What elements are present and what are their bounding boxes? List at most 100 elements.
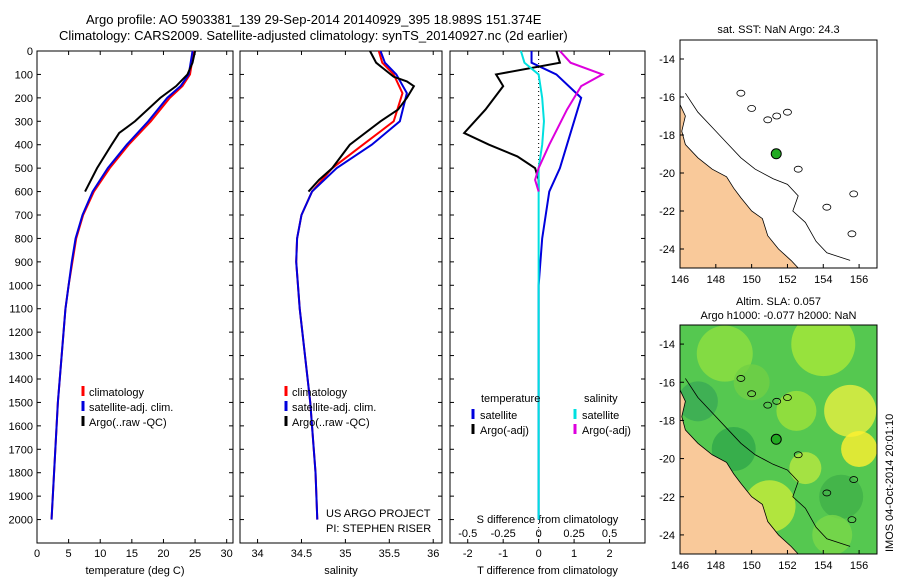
sla-map-ytick-label: -24 bbox=[659, 530, 675, 542]
sst-map-ytick-label: -22 bbox=[659, 206, 675, 218]
depth-tick-label: 1400 bbox=[9, 374, 33, 386]
sla-anomaly-cell bbox=[696, 325, 753, 382]
sla-map-xtick-label: 150 bbox=[742, 560, 760, 572]
reef-outline bbox=[793, 165, 803, 173]
depth-tick-label: 1100 bbox=[9, 304, 33, 316]
sst-map-content bbox=[680, 40, 877, 268]
depth-tick-label: 600 bbox=[15, 187, 33, 199]
sst-map-xtick-label: 152 bbox=[778, 274, 796, 286]
difference-xtick-label: 2 bbox=[606, 548, 612, 560]
sst-map-group: 146 148 150 152 154 156 -14 -16 -18 -20 -22 -24 sat.… bbox=[659, 24, 878, 286]
reef-outline bbox=[736, 375, 746, 382]
sst-map-ytick-label: -16 bbox=[659, 92, 675, 104]
sst-map-xtick-label: 150 bbox=[742, 274, 760, 286]
depth-tick-label: 200 bbox=[15, 93, 33, 105]
salinity-legend-label: satellite bbox=[582, 410, 619, 422]
reef-outline bbox=[747, 390, 757, 398]
figure-title-line-2: Climatology: CARS2009. Satellite-adjuste… bbox=[59, 28, 568, 43]
temperature-legend-label: satellite-adj. clim. bbox=[89, 402, 173, 414]
sla-map-frame bbox=[679, 324, 878, 555]
land-mass bbox=[680, 104, 799, 268]
reef-outline bbox=[849, 476, 859, 483]
sla-anomaly-cell bbox=[824, 384, 877, 437]
depth-tick-label: 1900 bbox=[9, 491, 33, 503]
temperature-xtick-label: 15 bbox=[126, 548, 138, 560]
salinity-xtick-label: 36 bbox=[427, 548, 439, 560]
sla-map-xtick-label: 154 bbox=[814, 560, 832, 572]
difference-xtick-label: -2 bbox=[463, 548, 473, 560]
salinity-legend-label: Argo(..raw -QC) bbox=[292, 417, 370, 429]
reef-outline bbox=[763, 116, 773, 124]
salinity-legend-label: satellite-adj. clim. bbox=[292, 402, 376, 414]
salinity-series-line bbox=[295, 50, 408, 520]
sst-map-ytick-label: -18 bbox=[659, 130, 675, 142]
sla-map-content bbox=[680, 325, 877, 554]
s-diff-tick-label: 0.5 bbox=[602, 528, 617, 540]
sst-map-xtick-label: 154 bbox=[814, 274, 832, 286]
reef-outline bbox=[822, 203, 832, 211]
depth-tick-label: 1600 bbox=[9, 421, 33, 433]
reef-outline bbox=[763, 401, 773, 409]
difference-series-line bbox=[462, 50, 562, 192]
reef-outline bbox=[736, 89, 746, 97]
reef-outline bbox=[783, 108, 792, 116]
salinity-xtick-label: 35.5 bbox=[379, 548, 400, 560]
reef-outline bbox=[847, 230, 857, 238]
reef-outline bbox=[847, 516, 857, 524]
temperature-legend-title: temperature bbox=[481, 393, 540, 405]
temperature-xtick-label: 25 bbox=[189, 548, 201, 560]
temperature-xtick-label: 0 bbox=[34, 548, 40, 560]
sla-map-xtick-label: 152 bbox=[778, 560, 796, 572]
difference-series-line bbox=[519, 50, 545, 520]
difference-panel-frame bbox=[449, 50, 646, 544]
sla-anomaly-cell bbox=[680, 381, 718, 422]
difference-xlabel: T difference from climatology bbox=[477, 565, 618, 577]
sla-anomaly-cell bbox=[841, 431, 877, 468]
depth-tick-label: 1700 bbox=[9, 444, 33, 456]
land-mass bbox=[680, 389, 799, 554]
sla-map-ytick-label: -22 bbox=[659, 492, 675, 504]
sla-map-xtick-label: 146 bbox=[671, 560, 689, 572]
salinity-xtick-label: 34 bbox=[251, 548, 263, 560]
argo-position-marker bbox=[770, 148, 782, 160]
sla-anomaly-cell bbox=[812, 514, 853, 554]
sla-map-ytick-label: -16 bbox=[659, 377, 675, 389]
project-credit-line: PI: STEPHEN RISER bbox=[326, 523, 431, 535]
difference-xtick-label: 1 bbox=[571, 548, 577, 560]
salinity-xtick-label: 35 bbox=[339, 548, 351, 560]
temperature-legend-label: climatology bbox=[89, 387, 145, 399]
reef-outline bbox=[849, 190, 859, 198]
sla-map-subtitle: Argo h1000: -0.077 h2000: NaN bbox=[701, 310, 857, 322]
sla-anomaly-cell bbox=[819, 474, 864, 519]
sla-map-ytick-label: -18 bbox=[659, 415, 675, 427]
reef-outline bbox=[822, 489, 832, 497]
reef-outline bbox=[772, 112, 782, 120]
temperature-legend-label: Argo(..raw -QC) bbox=[89, 417, 167, 429]
salinity-xtick-label: 34.5 bbox=[291, 548, 312, 560]
depth-tick-label: 1300 bbox=[9, 351, 33, 363]
figure-title-line-1: Argo profile: AO 5903381_139 29-Sep-2014… bbox=[86, 12, 542, 27]
depth-tick-label: 300 bbox=[15, 116, 33, 128]
reef-outline bbox=[772, 397, 782, 405]
sla-anomaly-cell bbox=[791, 325, 856, 377]
depth-tick-label: 1800 bbox=[9, 468, 33, 480]
sst-map-xtick-label: 148 bbox=[707, 274, 725, 286]
depth-tick-label: 800 bbox=[15, 233, 33, 245]
sla-anomaly-cell bbox=[789, 452, 822, 485]
temperature-panel-frame bbox=[36, 50, 234, 544]
depth-tick-label: 500 bbox=[15, 163, 33, 175]
depth-tick-label: 100 bbox=[15, 69, 33, 81]
salinity-legend-label: Argo(-adj) bbox=[582, 425, 631, 437]
project-credit-line: US ARGO PROJECT bbox=[326, 508, 431, 520]
s-diff-xlabel: S difference from climatology bbox=[477, 514, 619, 526]
reef-outline bbox=[747, 105, 757, 112]
shelf-contour bbox=[685, 92, 851, 261]
reef-outline bbox=[793, 451, 803, 459]
temperature-series-line bbox=[84, 50, 197, 193]
sla-map-xtick-label: 156 bbox=[850, 560, 868, 572]
s-diff-tick-label: 0.25 bbox=[563, 528, 584, 540]
sst-map-xtick-label: 156 bbox=[850, 274, 868, 286]
difference-series-line bbox=[534, 50, 605, 192]
s-diff-tick-label: -0.25 bbox=[491, 528, 516, 540]
sst-map-ytick-label: -14 bbox=[659, 54, 675, 66]
